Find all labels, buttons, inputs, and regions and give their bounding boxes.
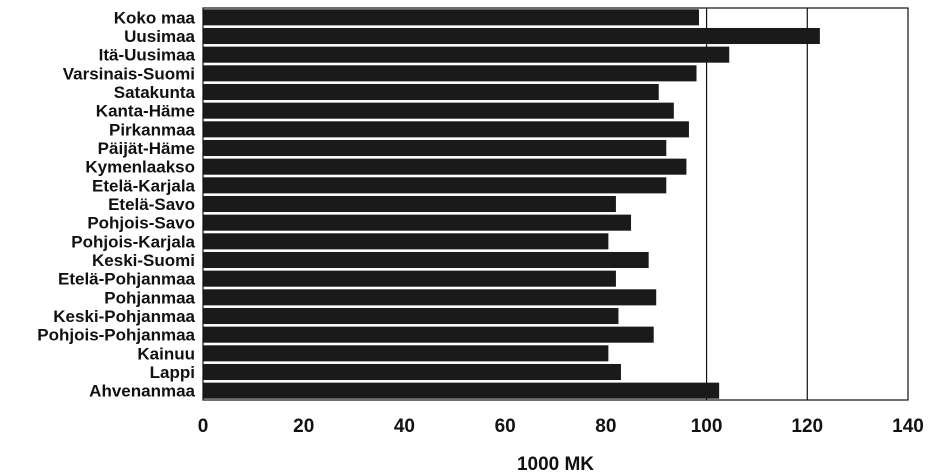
- x-tick-label: 80: [595, 416, 616, 437]
- category-label: Pohjois-Pohjanmaa: [37, 326, 195, 345]
- bar: [203, 102, 674, 119]
- category-label: Keski-Pohjanmaa: [53, 307, 195, 326]
- category-label: Kainuu: [137, 344, 195, 363]
- bar: [203, 139, 667, 157]
- bar: [203, 121, 689, 138]
- category-label: Pirkanmaa: [109, 120, 196, 139]
- bar: [203, 345, 609, 362]
- category-label: Varsinais-Suomi: [63, 64, 195, 83]
- category-label: Ahvenanmaa: [89, 382, 195, 401]
- x-tick-label: 20: [293, 416, 314, 437]
- category-label: Uusimaa: [124, 27, 195, 46]
- category-label: Päijät-Häme: [98, 139, 195, 158]
- x-tick-label: 100: [691, 416, 723, 437]
- category-label: Etelä-Pohjanmaa: [58, 270, 196, 289]
- category-label: Satakunta: [114, 83, 196, 102]
- bar: [203, 9, 700, 26]
- category-label: Keski-Suomi: [92, 251, 195, 270]
- bar: [203, 46, 730, 63]
- x-tick-labels: 0 20 40 60 80 100 120 140: [198, 416, 924, 437]
- category-label: Kanta-Häme: [96, 102, 195, 121]
- bar: [203, 289, 657, 306]
- bar: [203, 307, 619, 325]
- x-axis-label: 1000 MK: [517, 454, 594, 474]
- bar: [203, 270, 616, 287]
- category-label: Itä-Uusimaa: [99, 46, 196, 65]
- bar: [203, 177, 667, 194]
- x-tick-label: 60: [495, 416, 516, 437]
- bar: [203, 214, 632, 231]
- category-label: Pohjois-Karjala: [71, 232, 195, 251]
- x-tick-label: 0: [198, 416, 209, 437]
- bar: [203, 382, 720, 399]
- category-label: Lappi: [150, 363, 195, 382]
- bar: [203, 65, 697, 82]
- category-labels: Koko maaUusimaaItä-UusimaaVarsinais-Suom…: [37, 8, 195, 400]
- category-label: Pohjanmaa: [104, 288, 195, 307]
- bar: [203, 158, 687, 175]
- category-label: Pohjois-Savo: [87, 214, 195, 233]
- plot-frame: [202, 7, 909, 401]
- bar: [203, 83, 659, 101]
- x-tick-label: 140: [892, 416, 924, 437]
- bar: [203, 363, 621, 381]
- bar: [203, 233, 609, 250]
- category-label: Etelä-Savo: [108, 195, 195, 214]
- bar: [203, 195, 616, 213]
- grid-lines: [705, 8, 808, 400]
- bar: [203, 251, 649, 269]
- bars: [203, 9, 820, 399]
- category-label: Koko maa: [114, 8, 196, 27]
- category-label: Kymenlaakso: [85, 158, 195, 177]
- bar: [203, 326, 654, 343]
- category-label: Etelä-Karjala: [92, 176, 196, 195]
- bar: [203, 27, 820, 45]
- x-tick-label: 40: [394, 416, 415, 437]
- x-tick-label: 120: [791, 416, 823, 437]
